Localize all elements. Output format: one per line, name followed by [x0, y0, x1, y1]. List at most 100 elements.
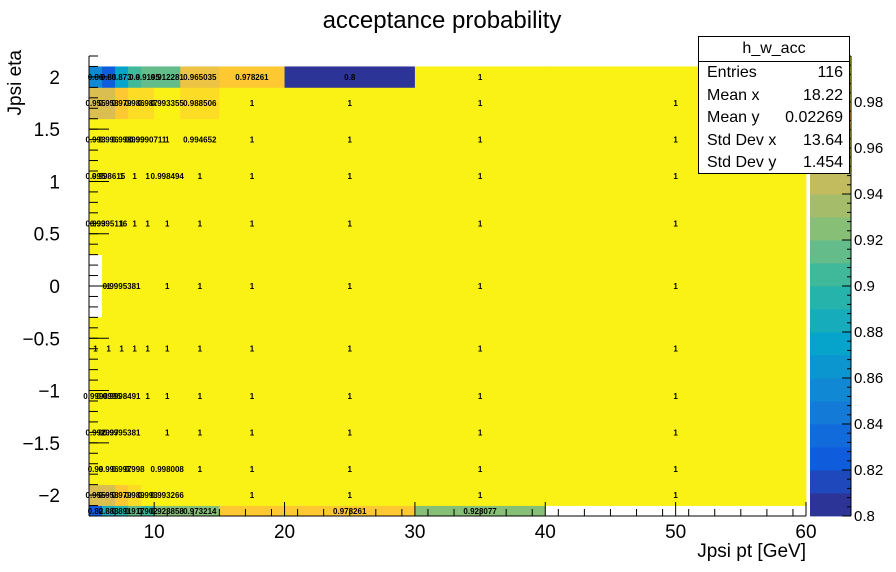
- heatmap-cell: [284, 87, 416, 120]
- heatmap-cell: [128, 317, 142, 381]
- palette-bin: [810, 263, 851, 287]
- stats-label: Std Dev y: [707, 154, 777, 171]
- cell-value-label: 1: [145, 345, 150, 354]
- cell-value-label: 0.9995116: [90, 219, 128, 228]
- palette-bin: [810, 194, 851, 218]
- x-tick-label: 30: [404, 522, 425, 543]
- cell-value-label: 1: [673, 428, 678, 437]
- stats-row-mean-y: Mean y 0.02269: [699, 107, 849, 130]
- stats-label: Entries: [707, 64, 757, 81]
- heatmap-cell: [414, 160, 546, 193]
- cell-value-label: 1: [478, 73, 483, 82]
- cell-value-label: 0.978261: [235, 73, 269, 82]
- heatmap-cell: [115, 254, 129, 318]
- cell-value-label: 0.955: [86, 99, 107, 108]
- cell-value-label: 1: [198, 428, 203, 437]
- heatmap-cell: [545, 411, 807, 454]
- palette-tick-label: 0.8: [854, 508, 875, 525]
- heatmap-cell: [414, 118, 546, 161]
- heatmap-cell: [219, 191, 285, 256]
- cell-value-label: 1: [165, 428, 170, 437]
- cell-value-label: 1: [348, 282, 353, 291]
- heatmap-cell: [180, 484, 220, 506]
- x-tick-label: 10: [144, 522, 165, 543]
- heatmap-cell: [414, 66, 546, 88]
- cell-value-label: 1: [478, 172, 483, 181]
- palette-bin: [810, 447, 851, 471]
- cell-value-label: 1: [348, 392, 353, 401]
- heatmap-cell: [115, 505, 129, 517]
- heatmap-cell: [219, 505, 285, 517]
- palette-bin: [810, 309, 851, 333]
- heatmap-cell: [141, 453, 155, 486]
- chart-title: acceptance probability: [323, 7, 562, 34]
- heatmap-cell: [141, 317, 155, 381]
- heatmap-cell: [284, 317, 416, 381]
- cell-value-label: 1: [478, 282, 483, 291]
- cell-value-label: 1: [145, 219, 150, 228]
- cell-value-label: 1: [348, 491, 353, 500]
- cell-value-label: 1: [198, 282, 203, 291]
- palette-tick-label: 0.98: [854, 94, 883, 111]
- cell-value-label: 1: [250, 491, 255, 500]
- heatmap-cell: [89, 160, 103, 193]
- cell-value-label: 1: [250, 465, 255, 474]
- heatmap-cell: [180, 87, 220, 120]
- heatmap-cell: [219, 411, 285, 454]
- cell-value-label: 0.9: [129, 73, 141, 82]
- heatmap-cell: [284, 484, 416, 506]
- heatmap-cell: [102, 380, 116, 412]
- heatmap-cell: [141, 411, 155, 454]
- heatmap-cell: [154, 380, 181, 412]
- cell-value-label: 1: [198, 465, 203, 474]
- stats-label: Mean x: [707, 86, 760, 104]
- y-tick-label: 0: [49, 277, 60, 298]
- palette-tick-label: 0.94: [854, 186, 883, 203]
- heatmap-cell: [284, 254, 416, 318]
- cell-value-label: 1: [250, 428, 255, 437]
- x-tick-label: 40: [535, 522, 556, 543]
- cell-value-label: 1: [673, 99, 678, 108]
- heatmap-cell: [141, 160, 155, 193]
- stats-value: 0.02269: [785, 109, 843, 126]
- cell-value-label: 1: [165, 219, 170, 228]
- cell-value-label: 0.998615: [92, 172, 126, 181]
- heatmap-cell: [154, 484, 181, 506]
- stats-row-std-x: Std Dev x 13.64: [699, 130, 849, 153]
- cell-value-label: 0.996: [99, 465, 120, 474]
- heatmap-cell: [141, 87, 155, 120]
- heatmap-cell: [284, 118, 416, 161]
- heatmap-cell: [89, 87, 103, 120]
- heatmap-cell: [128, 191, 142, 256]
- y-tick-label: 2: [49, 68, 60, 89]
- cell-value-label: 0.998: [125, 465, 146, 474]
- heatmap-cell: [154, 411, 181, 454]
- heatmap-cell: [180, 66, 220, 88]
- heatmap-cells: [89, 66, 807, 517]
- cell-value-label: 1: [348, 345, 353, 354]
- cell-value-label: 1: [673, 136, 678, 145]
- stats-value: 116: [817, 64, 843, 81]
- cell-value-label: 1: [673, 392, 678, 401]
- cell-value-label: 1: [106, 345, 111, 354]
- palette-bin: [810, 378, 851, 402]
- cell-value-label: 0.902: [138, 507, 159, 516]
- heatmap-cell: [115, 191, 129, 256]
- cell-value-label: 1: [165, 392, 170, 401]
- stats-value: 1.454: [802, 154, 843, 171]
- palette-tick-label: 0.88: [854, 324, 883, 341]
- cell-value-label: 0.82: [88, 507, 104, 516]
- cell-value-label: 1: [478, 491, 483, 500]
- cell-value-label: 1: [132, 172, 137, 181]
- heatmap-cell: [284, 191, 416, 256]
- cell-value-label: 1: [348, 136, 353, 145]
- cell-value-label: 1: [145, 392, 150, 401]
- heatmap-cell: [545, 191, 807, 256]
- cell-value-label: 0.888: [99, 507, 120, 516]
- heatmap-cell: [414, 453, 546, 486]
- stats-box-title: h_w_acc: [699, 37, 849, 62]
- heatmap-cell: [219, 484, 285, 506]
- cell-value-label: 0.9195: [135, 73, 160, 82]
- heatmap-cell: [414, 317, 546, 381]
- cell-value-label: 1: [165, 282, 170, 291]
